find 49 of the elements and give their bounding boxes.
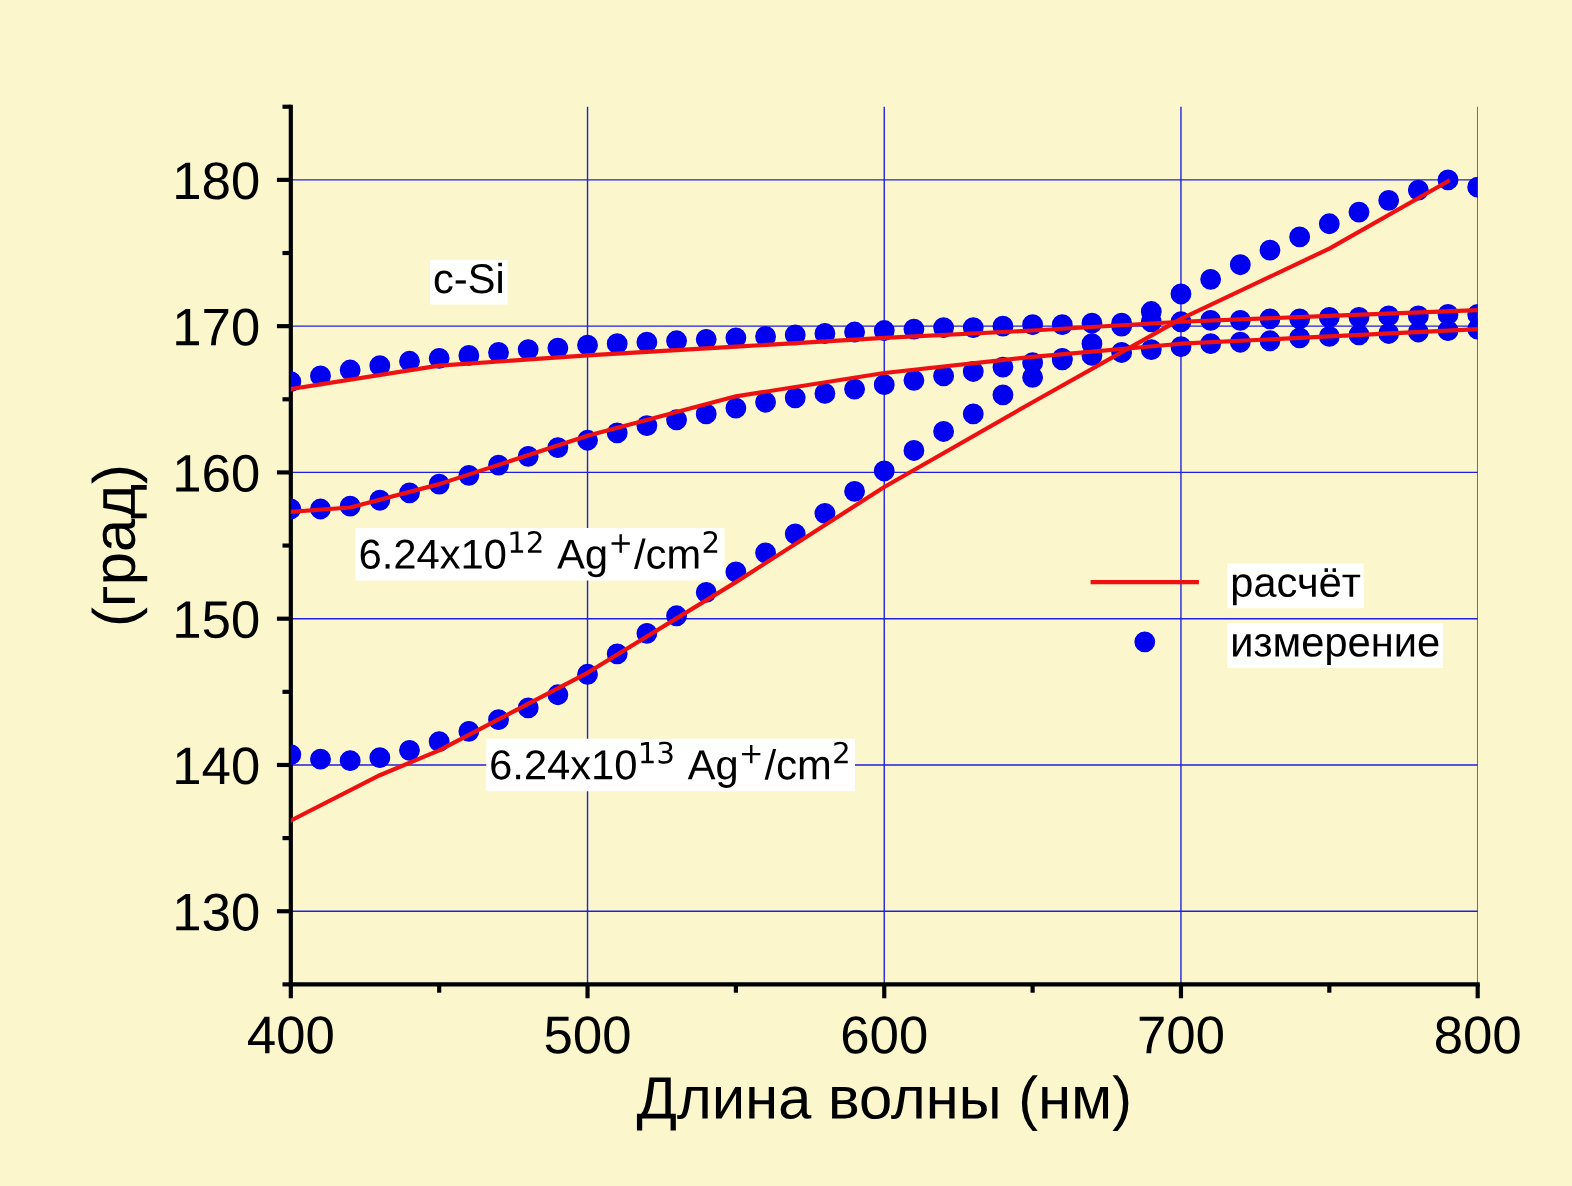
point xyxy=(606,333,628,355)
point xyxy=(369,747,391,769)
x-tick-label: 700 xyxy=(1139,1016,1223,1054)
point xyxy=(1378,189,1400,211)
x-tick-label: 600 xyxy=(842,1016,927,1054)
point xyxy=(903,369,925,391)
point xyxy=(933,421,955,442)
point xyxy=(873,374,895,396)
point xyxy=(310,748,331,770)
y-tick-label: 140 xyxy=(176,747,259,785)
point xyxy=(695,403,717,425)
x-tick-label: 800 xyxy=(1435,1016,1520,1054)
point xyxy=(962,403,984,425)
point xyxy=(844,481,865,502)
point xyxy=(814,383,836,404)
annotation: c-Si xyxy=(434,262,502,294)
point xyxy=(873,460,895,482)
point xyxy=(992,384,1014,406)
x-tick-label: 500 xyxy=(545,1016,630,1054)
point xyxy=(399,739,420,761)
point xyxy=(1170,283,1192,305)
y-axis-title: (град) xyxy=(91,467,148,624)
point xyxy=(1318,213,1340,235)
y-tick-label: 150 xyxy=(176,600,259,639)
point xyxy=(1229,254,1251,276)
point xyxy=(903,440,925,461)
point xyxy=(814,502,836,524)
y-tick-label: 130 xyxy=(176,893,259,931)
annotation: 6.24x10$^{13}$ Ag$^{+}$/cm$^{2}$ xyxy=(491,741,848,788)
point xyxy=(755,391,776,413)
annotation: 6.24x10$^{12}$ Ag$^{+}$/cm$^{2}$ xyxy=(360,531,718,578)
point xyxy=(517,339,539,360)
y-tick-label: 180 xyxy=(176,162,259,200)
x-tick-label: 400 xyxy=(248,1016,333,1054)
point xyxy=(577,334,598,356)
point xyxy=(784,387,806,409)
point xyxy=(1259,239,1281,261)
y-tick-label: 160 xyxy=(176,454,259,493)
x-axis-title: Длина волны (нм) xyxy=(636,1075,1129,1131)
point xyxy=(1348,201,1370,223)
point xyxy=(1289,226,1311,248)
legend-label: измерение xyxy=(1233,633,1439,666)
point xyxy=(339,750,361,771)
legend-label: расчёт xyxy=(1232,568,1361,606)
point xyxy=(844,378,865,400)
point xyxy=(1200,268,1222,290)
point xyxy=(636,331,658,353)
point xyxy=(725,397,747,419)
y-tick-label: 170 xyxy=(176,308,259,346)
